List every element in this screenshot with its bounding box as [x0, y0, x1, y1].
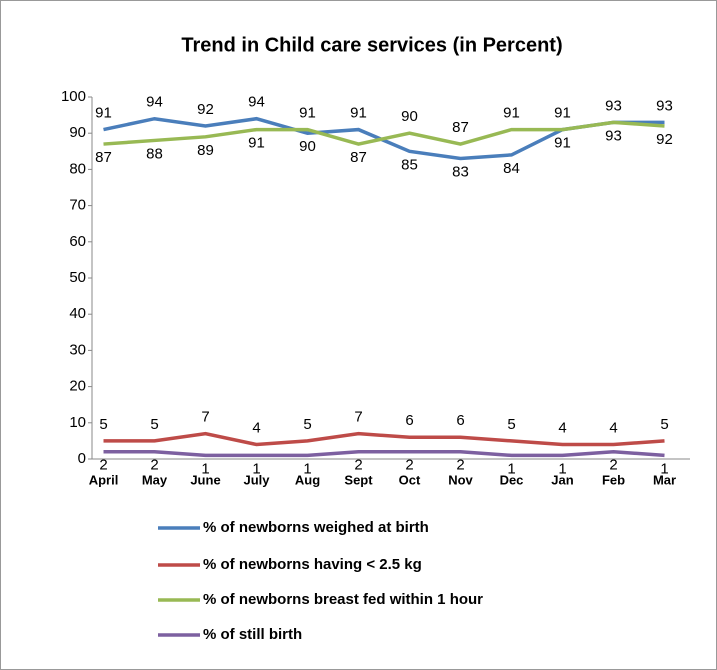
data-label: 5 — [507, 416, 515, 433]
data-label: 91 — [503, 105, 520, 122]
data-label: 85 — [401, 156, 418, 173]
y-tick-label: 0 — [78, 450, 86, 467]
y-tick-label: 80 — [69, 160, 86, 177]
series-line — [103, 450, 665, 458]
x-tick-label: Mar — [653, 472, 676, 487]
y-tick-label: 90 — [69, 124, 86, 141]
x-tick-label: Jan — [551, 472, 573, 487]
y-tick-label: 20 — [69, 378, 86, 395]
data-label: 93 — [605, 97, 622, 114]
data-label: 90 — [401, 108, 418, 125]
y-tick-label: 10 — [69, 414, 86, 431]
x-tick-label: Oct — [399, 472, 421, 487]
data-label: 93 — [605, 127, 622, 144]
x-tick-label: July — [243, 472, 270, 487]
data-label: 4 — [558, 419, 566, 436]
data-label: 84 — [503, 160, 520, 177]
data-label: 92 — [656, 131, 673, 148]
data-label: 1 — [507, 460, 515, 477]
y-tick-label: 40 — [69, 305, 86, 322]
data-label: 1 — [252, 460, 260, 477]
legend-label: % of newborns breast fed within 1 hour — [203, 591, 483, 608]
x-tick-label: June — [190, 472, 220, 487]
data-label: 1 — [303, 460, 311, 477]
data-label: 2 — [150, 457, 158, 474]
data-label: 89 — [197, 142, 214, 159]
data-label: 2 — [456, 457, 464, 474]
data-label: 5 — [99, 416, 107, 433]
data-label: 87 — [452, 119, 469, 136]
data-label: 1 — [558, 460, 566, 477]
x-tick-label: Nov — [448, 472, 473, 487]
legend-label: % of newborns having < 2.5 kg — [203, 556, 422, 573]
data-label: 6 — [456, 412, 464, 429]
data-label: 2 — [99, 457, 107, 474]
data-label: 91 — [554, 135, 571, 152]
chart-title: Trend in Child care services (in Percent… — [181, 34, 562, 56]
data-label: 6 — [405, 412, 413, 429]
data-label: 91 — [554, 105, 571, 122]
data-label: 91 — [299, 105, 316, 122]
data-label: 91 — [248, 135, 265, 152]
series-line — [103, 431, 665, 447]
data-label: 5 — [660, 416, 668, 433]
data-label: 94 — [248, 94, 265, 111]
y-tick-label: 100 — [61, 88, 86, 105]
data-label: 5 — [150, 416, 158, 433]
legend-label: % of still birth — [203, 626, 302, 643]
data-label: 90 — [299, 138, 316, 155]
y-tick-label: 30 — [69, 341, 86, 358]
data-label: 2 — [609, 457, 617, 474]
series-line — [103, 120, 665, 146]
data-label: 4 — [609, 419, 617, 436]
data-label: 87 — [95, 149, 112, 166]
x-tick-label: Feb — [602, 472, 625, 487]
x-tick-label: May — [142, 472, 168, 487]
data-label: 88 — [146, 145, 163, 162]
y-tick-label: 60 — [69, 233, 86, 250]
data-label: 4 — [252, 419, 260, 436]
data-label: 94 — [146, 94, 163, 111]
data-label: 5 — [303, 416, 311, 433]
x-tick-label: Sept — [344, 472, 373, 487]
x-tick-label: April — [89, 472, 119, 487]
data-label: 91 — [95, 105, 112, 122]
data-label: 2 — [354, 457, 362, 474]
data-label: 7 — [201, 409, 209, 426]
x-tick-label: Dec — [500, 472, 524, 487]
data-label: 93 — [656, 97, 673, 114]
data-label: 1 — [660, 460, 668, 477]
data-label: 83 — [452, 164, 469, 181]
legend-label: % of newborns weighed at birth — [203, 519, 429, 536]
data-label: 92 — [197, 101, 214, 118]
data-label: 87 — [350, 149, 367, 166]
data-label: 91 — [350, 105, 367, 122]
y-tick-label: 70 — [69, 197, 86, 214]
data-label: 1 — [201, 460, 209, 477]
y-tick-label: 50 — [69, 269, 86, 286]
data-label: 7 — [354, 409, 362, 426]
data-label: 2 — [405, 457, 413, 474]
x-tick-label: Aug — [295, 472, 320, 487]
